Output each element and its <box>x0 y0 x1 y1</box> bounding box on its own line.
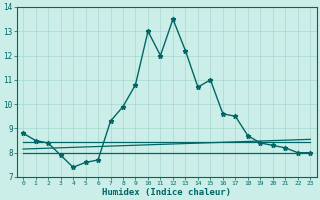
X-axis label: Humidex (Indice chaleur): Humidex (Indice chaleur) <box>102 188 231 197</box>
